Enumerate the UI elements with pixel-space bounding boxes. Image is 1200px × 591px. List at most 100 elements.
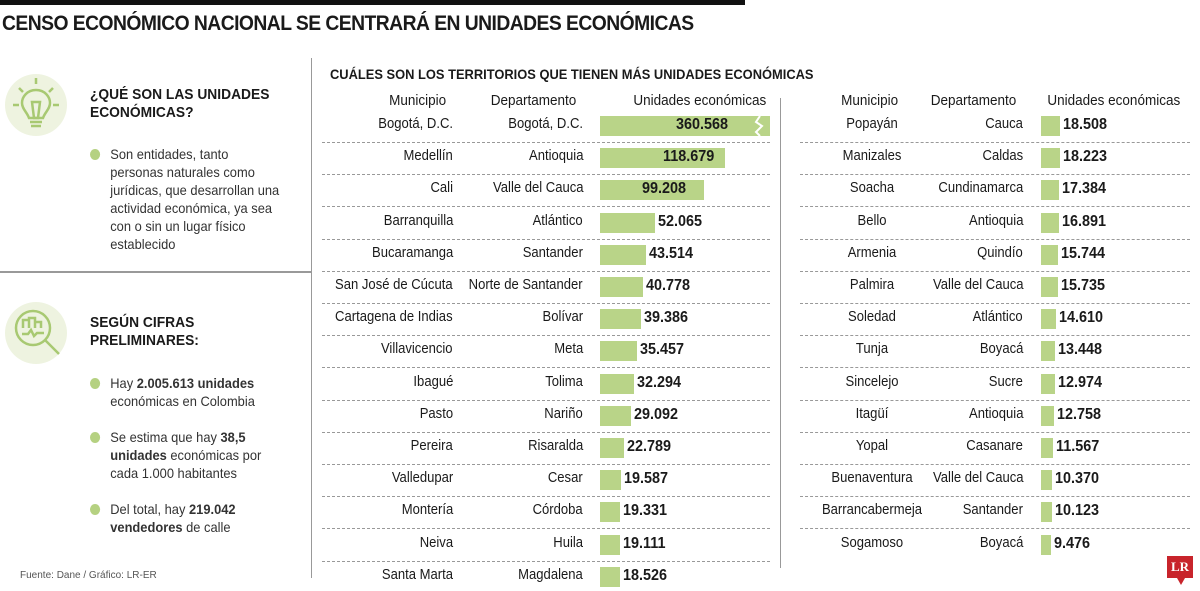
municipio-cell: Barrancabermeja: [821, 502, 923, 519]
value-label: 43.514: [648, 244, 693, 262]
departamento-cell: Atlántico: [972, 309, 1023, 326]
row-divider: [322, 174, 770, 176]
row-divider: [322, 399, 770, 401]
municipio-cell: Buenaventura: [831, 470, 913, 487]
bar: [600, 277, 643, 297]
bar: [600, 566, 620, 587]
row-divider: [800, 399, 1190, 401]
departamento-cell: Bolívar: [542, 309, 583, 326]
row-divider: [322, 335, 770, 337]
departamento-cell: Casanare: [966, 438, 1023, 454]
municipio-cell: Bello: [857, 212, 887, 229]
header-unidades: Unidades económicas: [1047, 92, 1181, 109]
value-label: 15.735: [1060, 277, 1105, 294]
municipio-cell: Manizales: [842, 148, 902, 165]
departamento-cell: Atlántico: [532, 212, 583, 229]
axis-break-icon: [754, 116, 764, 136]
value-label: 19.331: [623, 502, 668, 520]
departamento-cell: Cauca: [985, 116, 1023, 132]
departamento-cell: Norte de Santander: [469, 277, 583, 293]
row-divider: [322, 270, 770, 272]
bar: [600, 341, 638, 362]
row-divider: [322, 303, 770, 304]
bullet-per-capita: Se estima que hay 38,5 unidades económic…: [90, 428, 283, 482]
bullet-street-vendors: Del total, hay 219.042 vendedores de cal…: [90, 500, 283, 536]
municipio-cell: Neiva: [419, 534, 453, 551]
departamento-cell: Cundinamarca: [938, 180, 1023, 197]
header-municipio: Municipio: [389, 92, 447, 109]
row-divider: [800, 496, 1190, 498]
departamento-cell: Córdoba: [532, 502, 583, 519]
departamento-cell: Tolima: [545, 373, 583, 390]
municipio-cell: Bogotá, D.C.: [378, 116, 453, 132]
bar: [1041, 405, 1055, 426]
departamento-cell: Santander: [522, 244, 583, 261]
municipio-cell: Bucaramanga: [371, 244, 453, 261]
row-divider: [800, 270, 1190, 272]
row-divider: [800, 367, 1190, 369]
departamento-cell: Antioquia: [528, 148, 583, 165]
bar: [600, 438, 624, 458]
departamento-cell: Boyacá: [979, 341, 1023, 358]
bar: [1041, 341, 1056, 362]
departamento-cell: Valle del Cauca: [492, 180, 583, 197]
row-divider: [322, 367, 770, 369]
municipio-cell: San José de Cúcuta: [335, 277, 453, 293]
departamento-cell: Bogotá, D.C.: [508, 116, 583, 132]
value-label: 10.370: [1054, 470, 1099, 488]
row-divider: [800, 206, 1190, 208]
departamento-cell: Boyacá: [979, 534, 1023, 551]
municipio-cell: Pasto: [419, 405, 453, 422]
value-label: 19.111: [623, 534, 666, 552]
header-unidades: Unidades económicas: [633, 92, 767, 109]
municipio-cell: Cali: [430, 180, 453, 197]
departamento-cell: Magdalena: [518, 566, 583, 583]
value-label: 18.223: [1063, 148, 1108, 166]
departamento-cell: Meta: [553, 341, 583, 358]
municipio-cell: Sogamoso: [840, 534, 904, 551]
bar: [1041, 277, 1058, 297]
value-label: 11.567: [1056, 438, 1100, 455]
departamento-cell: Antioquia: [968, 212, 1023, 229]
bar: [600, 502, 621, 523]
bar: [600, 244, 646, 265]
bar: [1041, 438, 1054, 458]
departamento-cell: Nariño: [544, 405, 583, 422]
bar: [600, 148, 725, 169]
value-label: 32.294: [637, 373, 682, 391]
departamento-cell: Caldas: [982, 148, 1023, 165]
top-bar: [0, 0, 745, 5]
page-title: CENSO ECONÓMICO NACIONAL SE CENTRARÁ EN …: [2, 12, 694, 35]
divider: [780, 98, 781, 568]
municipio-cell: Soacha: [849, 180, 895, 197]
value-label: 12.758: [1057, 405, 1102, 423]
bar: [1041, 180, 1060, 201]
chart-title: CUÁLES SON LOS TERRITORIOS QUE TIENEN MÁ…: [330, 66, 814, 82]
departamento-cell: Valle del Cauca: [932, 470, 1023, 487]
municipio-cell: Santa Marta: [381, 566, 453, 583]
departamento-cell: Risaralda: [527, 438, 583, 454]
row-divider: [800, 303, 1190, 304]
row-divider: [800, 335, 1190, 337]
municipio-cell: Pereira: [410, 438, 453, 454]
value-label: 19.587: [623, 470, 668, 488]
bar: [1041, 309, 1057, 330]
value-label: 16.891: [1061, 212, 1106, 230]
row-divider: [800, 431, 1190, 433]
departamento-cell: Cesar: [548, 470, 583, 487]
magnifier-chart-icon: [5, 302, 67, 364]
value-label: 17.384: [1062, 180, 1107, 198]
value-label: 9.476: [1053, 534, 1091, 552]
header-departamento: Departamento: [490, 92, 577, 109]
municipio-cell: Soledad: [848, 309, 896, 326]
row-divider: [322, 464, 770, 465]
departamento-cell: Santander: [962, 502, 1023, 519]
source-note: Fuente: Dane / Gráfico: LR-ER: [20, 570, 157, 581]
row-divider: [800, 174, 1190, 176]
divider: [0, 271, 311, 273]
value-label: 118.679: [662, 148, 715, 166]
bullet-definition: Son entidades, tanto personas naturales …: [90, 145, 283, 253]
row-divider: [322, 142, 770, 143]
section-title: ¿QUÉ SON LAS UNIDADES ECONÓMICAS?: [90, 86, 270, 121]
municipio-cell: Montería: [401, 502, 453, 519]
